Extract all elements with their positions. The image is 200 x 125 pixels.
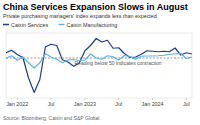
legend-swatch: [59, 24, 65, 26]
series-line: [6, 39, 192, 93]
x-tick-label: Jul: [48, 101, 55, 107]
title: China Services Expansion Slows in August: [3, 2, 188, 12]
series-line: [6, 54, 192, 69]
x-tick-label: Jan 2023: [74, 101, 96, 107]
x-tick-label: Jan 2024: [141, 101, 163, 107]
source: Source: Bloomberg, Caixin and S&P Global: [3, 115, 99, 121]
legend-swatch: [3, 24, 9, 26]
subtitle: Private purchasing managers' index expan…: [3, 13, 157, 19]
x-tick-label: Jul: [115, 101, 122, 107]
chart: China Services Expansion Slows in August…: [0, 0, 200, 125]
plot-frame: [6, 33, 192, 98]
x-tick-label: Jul: [183, 101, 190, 107]
x-tick-label: Jan 2022: [6, 101, 28, 107]
legend-label: Caixin Manufacturing: [67, 22, 118, 28]
series-group: [6, 39, 192, 93]
annotation: Reading below 50 indicates contraction: [75, 60, 162, 66]
legend-label: Caixin Services: [11, 22, 48, 28]
